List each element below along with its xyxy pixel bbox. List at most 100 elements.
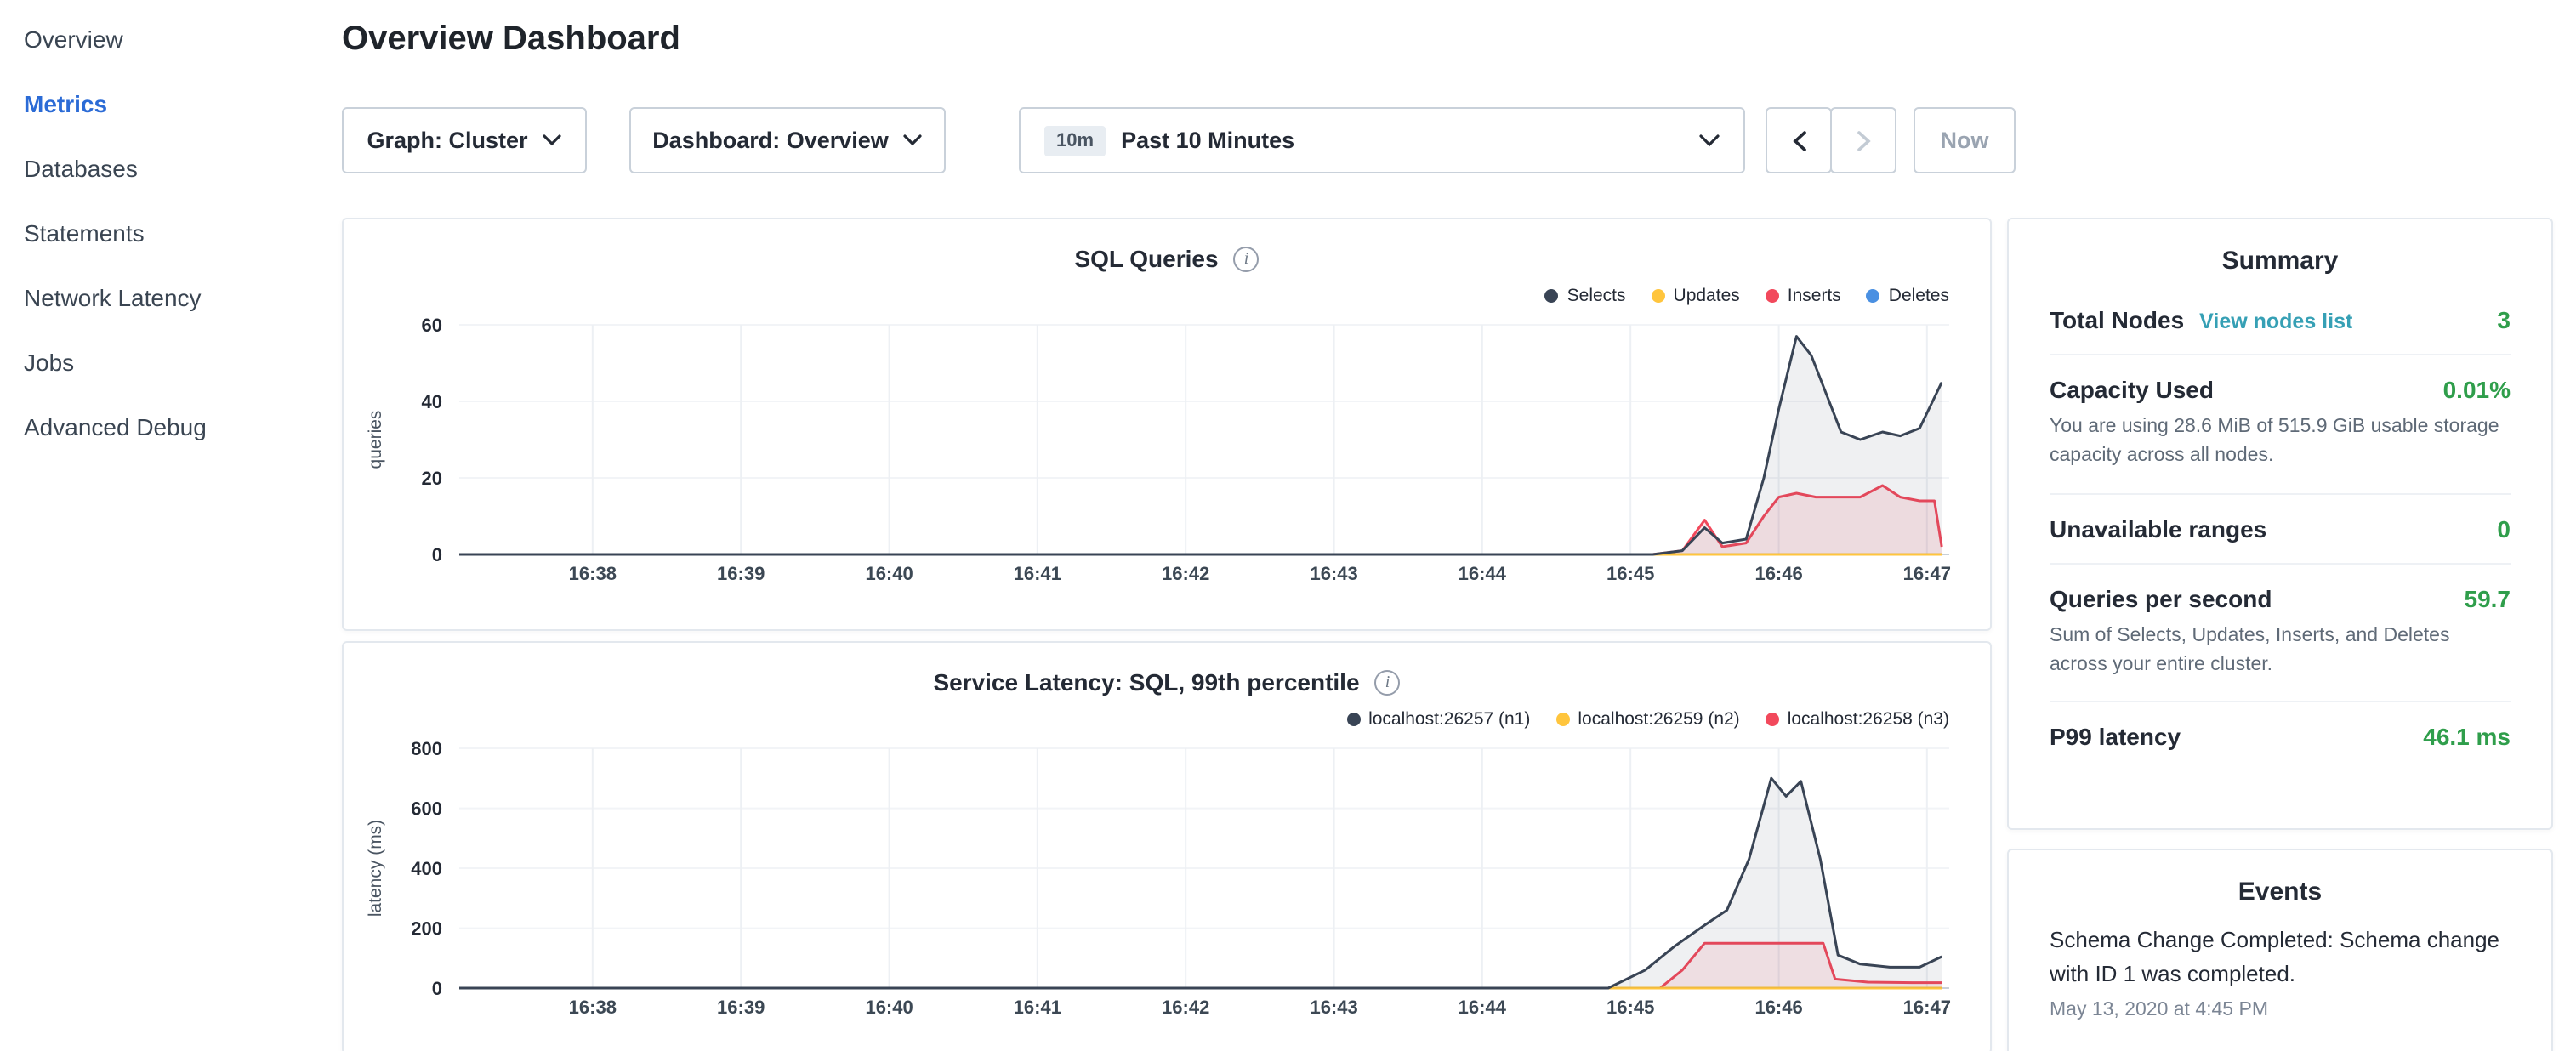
now-button[interactable]: Now [1914, 107, 2016, 173]
legend-dot-icon [1765, 713, 1779, 726]
sidebar-item-statements[interactable]: Statements [24, 219, 145, 247]
svg-text:600: 600 [411, 798, 442, 820]
time-range-dropdown[interactable]: 10m Past 10 Minutes [1019, 107, 1745, 173]
summary-row-capacity-used: Capacity Used 0.01% You are using 28.6 M… [2050, 354, 2511, 492]
chevron-right-icon [1857, 130, 1870, 151]
summary-label: Capacity Used [2050, 376, 2214, 403]
info-icon[interactable]: i [1374, 669, 1401, 695]
svg-text:800: 800 [411, 738, 442, 759]
chart-svg: 0 200 400 600 800 16:38 16:39 16:40 16:41 16:42 16… [366, 738, 1951, 1018]
svg-text:16:40: 16:40 [865, 997, 913, 1018]
summary-value: 0 [2497, 514, 2511, 542]
svg-text:16:45: 16:45 [1606, 997, 1654, 1018]
chart-svg: 0 20 40 60 16:38 16:39 16:40 16:41 16:42 16:43 16:… [366, 315, 1951, 584]
prev-interval-button[interactable] [1766, 107, 1832, 173]
summary-row-total-nodes: Total Nodes View nodes list 3 [2050, 286, 2511, 354]
graph-scope-dropdown[interactable]: Graph: Cluster [342, 107, 587, 173]
chart-title: Service Latency: SQL, 99th percentile [933, 668, 1360, 696]
svg-text:16:47: 16:47 [1903, 563, 1951, 584]
sidebar-item-network-latency[interactable]: Network Latency [24, 284, 202, 311]
sidebar-item-databases[interactable]: Databases [24, 155, 138, 182]
svg-text:16:41: 16:41 [1014, 563, 1061, 584]
svg-text:16:45: 16:45 [1606, 563, 1654, 584]
page-title: Overview Dashboard [342, 20, 680, 58]
summary-row-queries-per-second: Queries per second 59.7 Sum of Selects, … [2050, 562, 2511, 701]
svg-text:200: 200 [411, 918, 442, 940]
sidebar-item-jobs[interactable]: Jobs [24, 349, 75, 376]
sidebar-item-metrics[interactable]: Metrics [24, 90, 108, 117]
legend-item-inserts[interactable]: Inserts [1765, 286, 1841, 306]
legend-item-n1[interactable]: localhost:26257 (n1) [1346, 709, 1530, 730]
summary-description: You are using 28.6 MiB of 515.9 GiB usab… [2050, 417, 2499, 467]
dashboard-dropdown[interactable]: Dashboard: Overview [629, 107, 946, 173]
time-range-badge: 10m [1044, 125, 1106, 156]
info-icon[interactable]: i [1233, 246, 1260, 271]
chart-legend: localhost:26257 (n1) localhost:26259 (n2… [344, 706, 1949, 733]
summary-label: Queries per second [2050, 584, 2272, 611]
view-nodes-list-link[interactable]: View nodes list [2199, 310, 2353, 333]
svg-text:16:44: 16:44 [1459, 997, 1507, 1018]
summary-panel: Summary Total Nodes View nodes list 3 Ca… [2007, 218, 2553, 830]
summary-value: 3 [2497, 306, 2511, 333]
legend-item-n2[interactable]: localhost:26259 (n2) [1555, 709, 1740, 730]
legend-label: Updates [1673, 286, 1740, 306]
legend-label: localhost:26259 (n2) [1578, 709, 1740, 730]
svg-text:16:43: 16:43 [1310, 563, 1357, 584]
svg-text:16:47: 16:47 [1903, 997, 1951, 1018]
svg-text:16:38: 16:38 [569, 563, 617, 584]
svg-text:latency (ms): latency (ms) [366, 820, 385, 917]
svg-text:0: 0 [432, 544, 442, 565]
svg-text:16:40: 16:40 [865, 563, 913, 584]
legend-item-selects[interactable]: Selects [1544, 286, 1626, 306]
legend-dot-icon [1346, 713, 1361, 726]
legend-item-n3[interactable]: localhost:26258 (n3) [1765, 709, 1949, 730]
sidebar-item-advanced-debug[interactable]: Advanced Debug [24, 413, 207, 440]
svg-text:20: 20 [422, 468, 442, 489]
svg-text:16:42: 16:42 [1162, 563, 1209, 584]
svg-text:queries: queries [366, 411, 385, 469]
legend-label: localhost:26258 (n3) [1787, 709, 1949, 730]
events-title: Events [2238, 878, 2323, 906]
now-label: Now [1940, 128, 1989, 153]
legend-label: Deletes [1888, 286, 1949, 306]
event-item: Schema Change Completed: Schema change w… [2009, 917, 2551, 1021]
svg-text:0: 0 [432, 978, 442, 999]
svg-text:400: 400 [411, 858, 442, 879]
event-text: Schema Change Completed: Schema change w… [2050, 927, 2499, 987]
chevron-down-icon [904, 134, 923, 146]
legend-dot-icon [1651, 289, 1665, 303]
svg-text:16:39: 16:39 [717, 997, 765, 1018]
legend-item-deletes[interactable]: Deletes [1866, 286, 1949, 306]
legend-dot-icon [1866, 289, 1880, 303]
sidebar-item-overview[interactable]: Overview [24, 26, 123, 53]
legend-label: Selects [1567, 286, 1626, 306]
svg-text:16:42: 16:42 [1162, 997, 1209, 1018]
chart-title: SQL Queries [1074, 245, 1219, 272]
summary-label: P99 latency [2050, 723, 2181, 750]
summary-label: Total Nodes [2050, 306, 2185, 333]
summary-row-unavailable-ranges: Unavailable ranges 0 [2050, 492, 2511, 562]
dashboard-label: Dashboard: Overview [652, 128, 889, 153]
sql-queries-plot: 0 20 40 60 16:38 16:39 16:40 16:41 16:42 16:43 16:… [344, 311, 1990, 619]
summary-description: Sum of Selects, Updates, Inserts, and De… [2050, 625, 2450, 675]
legend-dot-icon [1765, 289, 1779, 303]
summary-value: 59.7 [2464, 584, 2511, 611]
service-latency-plot: 0 200 400 600 800 16:38 16:39 16:40 16:41 16:42 16… [344, 735, 1990, 1051]
sql-queries-chart-card: SQL Queries i Selects Updates Inserts De… [342, 218, 1992, 631]
sidebar: Overview Metrics Databases Statements Ne… [0, 0, 333, 459]
chevron-down-icon [1699, 134, 1720, 147]
summary-title: Summary [2221, 247, 2339, 276]
legend-item-updates[interactable]: Updates [1651, 286, 1740, 306]
svg-text:16:39: 16:39 [717, 563, 765, 584]
graph-scope-label: Graph: Cluster [367, 128, 528, 153]
svg-text:16:44: 16:44 [1459, 563, 1507, 584]
summary-row-p99-latency: P99 latency 46.1 ms [2050, 701, 2511, 770]
svg-text:60: 60 [422, 315, 442, 336]
summary-value: 0.01% [2442, 376, 2511, 403]
summary-value: 46.1 ms [2423, 723, 2511, 750]
events-panel: Events Schema Change Completed: Schema c… [2007, 849, 2553, 1051]
svg-text:16:46: 16:46 [1754, 997, 1802, 1018]
chart-legend: Selects Updates Inserts Deletes [344, 282, 1949, 310]
legend-label: Inserts [1787, 286, 1841, 306]
